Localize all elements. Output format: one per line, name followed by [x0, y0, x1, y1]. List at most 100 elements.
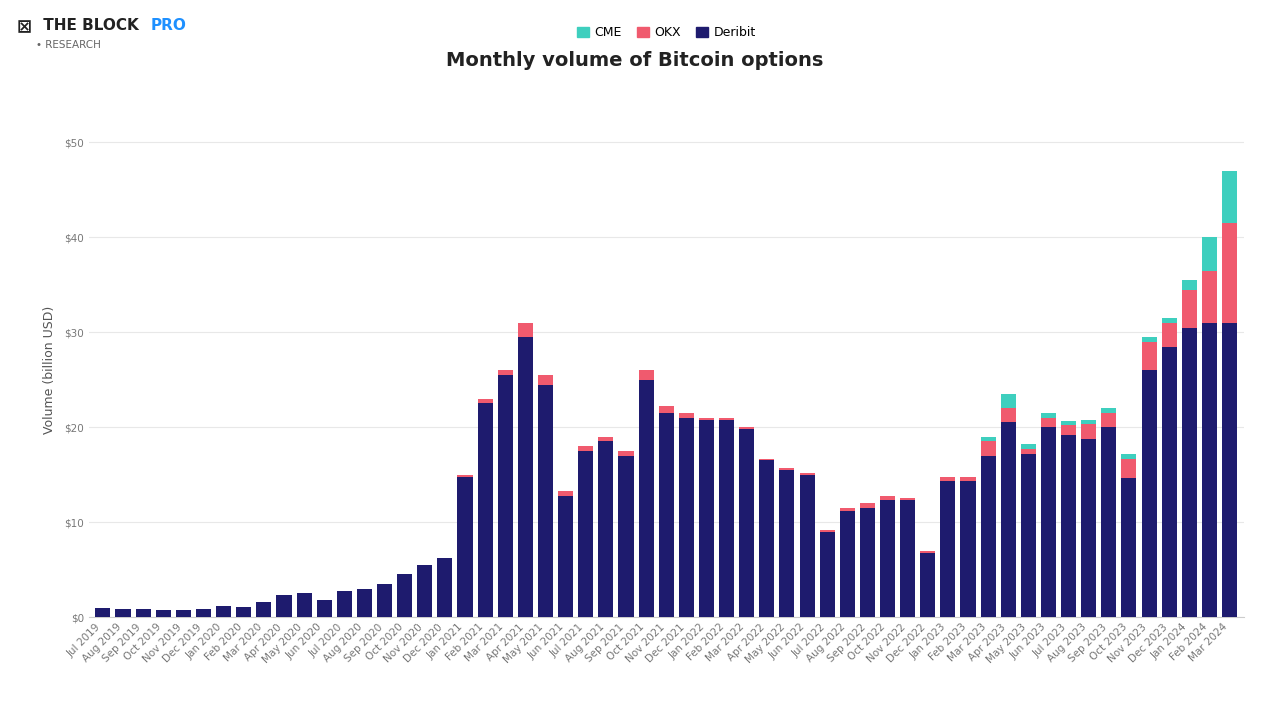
Bar — [1161, 323, 1176, 346]
Bar — [1161, 346, 1176, 617]
Bar — [317, 600, 331, 617]
Bar — [699, 417, 714, 420]
Bar — [679, 417, 694, 617]
Bar — [759, 459, 774, 460]
Bar — [497, 375, 513, 617]
Bar — [981, 456, 996, 617]
Bar — [699, 420, 714, 617]
Bar — [377, 584, 392, 617]
Bar — [961, 476, 976, 481]
Bar — [638, 380, 654, 617]
Bar — [1202, 237, 1217, 271]
Legend: CME, OKX, Deribit: CME, OKX, Deribit — [572, 21, 760, 44]
Bar — [1181, 327, 1197, 617]
Bar — [1222, 223, 1237, 323]
Bar — [1061, 420, 1076, 425]
Bar — [1142, 337, 1156, 342]
Bar — [518, 323, 533, 337]
Bar — [538, 385, 553, 617]
Bar — [1041, 427, 1056, 617]
Bar — [1122, 459, 1137, 478]
Text: • RESEARCH: • RESEARCH — [36, 40, 100, 50]
Bar — [1101, 413, 1117, 427]
Text: Monthly volume of Bitcoin options: Monthly volume of Bitcoin options — [445, 51, 824, 70]
Bar — [879, 496, 895, 500]
Bar — [115, 609, 131, 617]
Bar — [1081, 439, 1096, 617]
Bar — [961, 481, 976, 617]
Bar — [900, 499, 915, 500]
Bar — [1061, 425, 1076, 435]
Bar — [1020, 444, 1036, 449]
Bar — [1041, 413, 1056, 417]
Bar — [236, 607, 251, 617]
Bar — [438, 558, 453, 617]
Bar — [981, 441, 996, 456]
Bar — [1161, 318, 1176, 323]
Bar — [720, 417, 735, 420]
Bar — [136, 609, 151, 617]
Bar — [579, 446, 594, 451]
Bar — [1222, 323, 1237, 617]
Bar — [820, 530, 835, 531]
Bar — [659, 413, 674, 617]
Bar — [156, 611, 171, 617]
Bar — [357, 589, 372, 617]
Bar — [598, 441, 613, 617]
Bar — [558, 496, 574, 617]
Bar — [940, 476, 956, 481]
Bar — [618, 451, 633, 456]
Bar — [598, 437, 613, 441]
Bar — [840, 511, 855, 617]
Bar — [497, 370, 513, 375]
Bar — [1001, 408, 1015, 423]
Text: THE BLOCK: THE BLOCK — [38, 18, 145, 33]
Bar — [1061, 435, 1076, 617]
Bar — [418, 565, 433, 617]
Bar — [820, 531, 835, 617]
Bar — [1181, 290, 1197, 327]
Bar — [1181, 280, 1197, 290]
Bar — [277, 595, 292, 617]
Bar — [579, 451, 594, 617]
Bar — [256, 602, 272, 617]
Bar — [739, 429, 754, 617]
Bar — [297, 593, 312, 617]
Bar — [1081, 425, 1096, 439]
Bar — [1202, 323, 1217, 617]
Bar — [1222, 171, 1237, 223]
Bar — [739, 427, 754, 429]
Bar — [518, 337, 533, 617]
Bar — [1001, 394, 1015, 408]
Bar — [618, 456, 633, 617]
Bar — [679, 413, 694, 417]
Bar — [458, 475, 472, 476]
Bar — [1122, 478, 1137, 617]
Bar — [940, 481, 956, 617]
Bar — [799, 473, 815, 475]
Bar — [458, 476, 472, 617]
Bar — [397, 574, 412, 617]
Bar — [1041, 417, 1056, 427]
Bar — [860, 503, 874, 508]
Bar — [799, 475, 815, 617]
Bar — [1001, 423, 1015, 617]
Bar — [336, 590, 352, 617]
Bar — [638, 370, 654, 380]
Text: ⊠: ⊠ — [16, 18, 32, 36]
Bar — [779, 470, 794, 617]
Bar — [477, 404, 492, 617]
Bar — [1101, 408, 1117, 413]
Bar — [1081, 420, 1096, 425]
Text: PRO: PRO — [151, 18, 187, 33]
Bar — [477, 399, 492, 404]
Bar — [920, 552, 935, 617]
Bar — [981, 437, 996, 441]
Bar — [1122, 454, 1137, 459]
Bar — [1142, 370, 1156, 617]
Bar — [1020, 449, 1036, 454]
Bar — [879, 500, 895, 617]
Bar — [920, 550, 935, 552]
Bar — [720, 420, 735, 617]
Bar — [659, 407, 674, 413]
